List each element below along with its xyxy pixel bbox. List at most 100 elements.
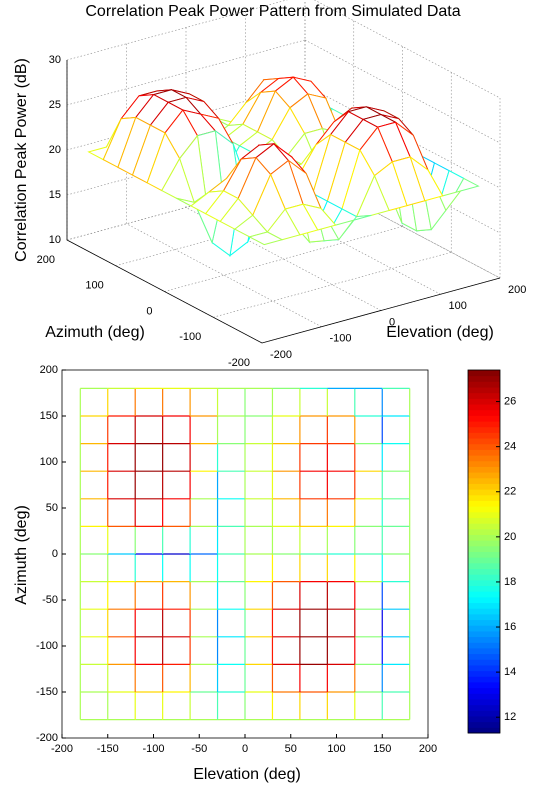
colorbar-swatch	[468, 676, 500, 683]
x-tick-label: -200	[270, 349, 292, 361]
x-tick-label: -200	[51, 743, 73, 755]
colorbar-swatch	[468, 551, 500, 558]
colorbar-swatch	[468, 415, 500, 422]
x-tick-label: -150	[97, 743, 119, 755]
x-axis-label: Elevation (deg)	[386, 324, 494, 341]
colorbar-swatch	[468, 625, 500, 632]
x-tick-label: 100	[449, 300, 467, 312]
mesh-top	[79, 387, 411, 721]
y-tick-label: 150	[40, 410, 58, 422]
colorbar-swatch	[468, 528, 500, 535]
colorbar-swatch	[468, 381, 500, 388]
grid-line	[66, 174, 306, 241]
x-tick-label: 50	[285, 743, 297, 755]
x-tick-label: 150	[373, 743, 391, 755]
colorbar-swatch	[468, 681, 500, 689]
x-tick-label: -100	[330, 333, 352, 345]
colorbar-swatch	[468, 489, 500, 496]
colorbar-swatch	[468, 568, 500, 575]
colorbar-swatch	[468, 687, 500, 694]
y-tick-label: -200	[228, 357, 250, 369]
colorbar-tick-label: 12	[504, 711, 516, 723]
colorbar-swatch	[468, 630, 500, 638]
colorbar-swatch	[468, 455, 500, 462]
colorbar-swatch	[468, 619, 500, 626]
y-tick-label: -100	[36, 640, 58, 652]
z-tick-label: 25	[49, 99, 61, 111]
y-tick-label: -100	[179, 331, 201, 343]
colorbar-swatch	[468, 404, 500, 411]
mesh-cell	[248, 231, 284, 246]
z-tick-label: 30	[49, 54, 61, 66]
colorbar-swatch	[468, 506, 500, 513]
z-tick-label: 20	[49, 144, 61, 156]
colorbar-swatch	[468, 387, 500, 394]
grid-line	[164, 226, 403, 292]
colorbar	[468, 370, 500, 734]
x-tick-label: -50	[191, 743, 207, 755]
colorbar-tick-label: 26	[504, 395, 516, 407]
colorbar-tick-label: 16	[504, 621, 516, 633]
colorbar-swatch	[468, 477, 500, 484]
x-axis-label: Elevation (deg)	[193, 766, 301, 783]
colorbar-swatch	[468, 562, 500, 570]
y-tick-label: -50	[42, 594, 58, 606]
colorbar-frame	[467, 369, 501, 734]
colorbar-swatch	[468, 636, 500, 643]
colorbar-tick-label: 22	[504, 486, 516, 498]
colorbar-swatch	[468, 398, 500, 405]
x-tick-label: 0	[389, 316, 395, 328]
axis-line	[66, 60, 501, 344]
colorbar-swatch	[468, 523, 500, 530]
colorbar-swatch	[468, 443, 500, 450]
x-tick-label: 100	[327, 743, 345, 755]
colorbar-swatch	[468, 659, 500, 666]
colorbar-swatch	[468, 670, 500, 677]
colorbar-swatch	[468, 511, 500, 518]
colorbar-swatch	[468, 460, 500, 467]
colorbar-swatch	[468, 370, 500, 377]
colorbar-tick-label: 24	[504, 441, 516, 453]
colorbar-swatch	[468, 579, 500, 587]
x-tick-label: -100	[142, 743, 164, 755]
z-tick-label: 15	[49, 189, 61, 201]
colorbar-swatch	[468, 710, 500, 717]
colorbar-swatch	[468, 517, 500, 524]
y-tick-label: 100	[85, 280, 103, 292]
y-tick-label: 100	[40, 456, 58, 468]
colorbar-swatch	[468, 698, 500, 706]
y-tick-label: -150	[36, 686, 58, 698]
y-axis-label: Azimuth (deg)	[45, 324, 145, 341]
colorbar-swatch	[468, 721, 500, 728]
colorbar-swatch	[468, 540, 500, 547]
y-tick-label: -200	[36, 732, 58, 744]
colorbar-swatch	[468, 602, 500, 609]
colorbar-swatch	[468, 715, 500, 723]
colorbar-swatch	[468, 375, 500, 382]
colorbar-swatch	[468, 494, 500, 501]
colorbar-swatch	[468, 653, 500, 660]
colorbar-swatch	[468, 608, 500, 615]
colorbar-swatch	[468, 421, 500, 428]
colorbar-swatch	[468, 585, 500, 592]
x-tick-label: 200	[419, 743, 437, 755]
grid-line	[213, 251, 452, 318]
grid-line	[66, 39, 306, 106]
colorbar-swatch	[468, 647, 500, 655]
colorbar-tick-label: 20	[504, 531, 516, 543]
colorbar-swatch	[468, 704, 500, 711]
z-axis-label: Correlation Peak Power (dB)	[13, 58, 30, 262]
colorbar-swatch	[468, 642, 500, 649]
chart-title: Correlation Peak Power Pattern from Simu…	[85, 3, 460, 20]
y-tick-label: 0	[52, 548, 58, 560]
colorbar-swatch	[468, 438, 500, 445]
y-axis-label: Azimuth (deg)	[13, 505, 30, 605]
grid-line	[66, 0, 288, 61]
colorbar-tick-label: 14	[504, 666, 516, 678]
colorbar-swatch	[468, 664, 500, 672]
colorbar-swatch	[468, 392, 500, 399]
colorbar-swatch	[468, 613, 500, 621]
x-tick-label: 0	[242, 743, 248, 755]
y-tick-label: 200	[37, 254, 55, 266]
